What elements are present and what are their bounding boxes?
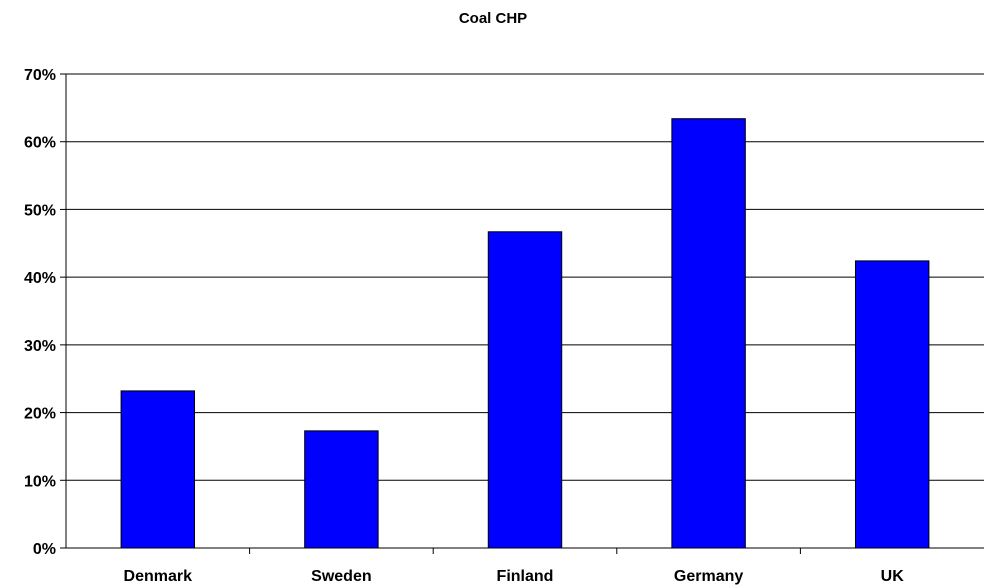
x-category-label: Denmark [124, 568, 193, 585]
chart-title: Coal CHP [458, 10, 528, 27]
bar-denmark [120, 390, 196, 549]
axes [60, 73, 984, 554]
y-tick-label: 10% [24, 473, 56, 490]
y-tick-label: 20% [24, 406, 56, 423]
y-tick-label: 0% [33, 541, 56, 558]
y-tick-label: 70% [24, 67, 56, 84]
bars [120, 118, 930, 549]
x-category-label: UK [881, 568, 905, 585]
axis-labels: 0% 10% 20% 30% 40% 50% 60% 70% Denmark Sweden Finl… [24, 67, 904, 585]
y-tick-label: 40% [24, 270, 56, 287]
bar-sweden [304, 430, 379, 549]
x-category-label: Germany [674, 568, 743, 585]
y-tick-label: 60% [24, 135, 56, 152]
y-tick-label: 30% [24, 338, 56, 355]
bar-uk [854, 260, 930, 549]
y-tick-label: 50% [24, 202, 56, 219]
bar-germany [671, 118, 746, 549]
x-category-label: Sweden [311, 568, 371, 585]
bar-finland [487, 231, 563, 549]
x-category-label: Finland [497, 568, 554, 585]
